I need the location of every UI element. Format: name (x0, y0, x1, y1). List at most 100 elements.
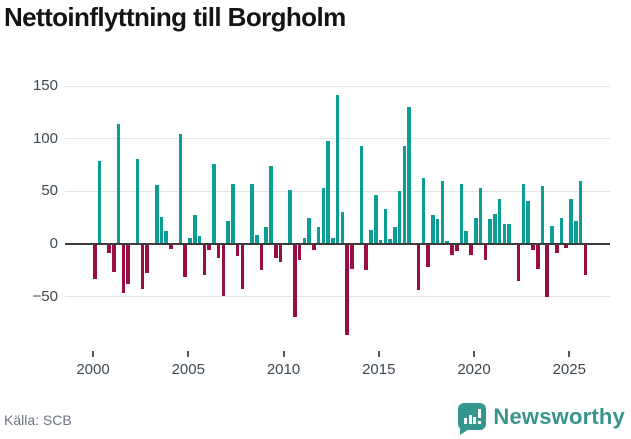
bar (235, 244, 240, 257)
bar (288, 189, 292, 244)
bar (574, 221, 578, 244)
bar (231, 183, 235, 244)
bar (326, 141, 330, 244)
bar (440, 181, 445, 244)
newsworthy-logo: Newsworthy (458, 403, 625, 435)
bar (273, 244, 278, 259)
bar (421, 178, 426, 244)
bar (578, 181, 583, 244)
bubble-tail (460, 429, 470, 435)
bar (316, 226, 321, 244)
bar (107, 244, 111, 253)
bar (302, 238, 307, 244)
bar (450, 244, 454, 256)
bar (393, 226, 397, 244)
bar (216, 244, 221, 259)
bar (145, 244, 149, 273)
bar (250, 183, 254, 244)
bar (526, 201, 530, 244)
mini-bar-icon (468, 415, 472, 424)
y-axis-tick-label: 150 (32, 77, 58, 95)
x-axis-tick (187, 351, 190, 357)
bar (307, 218, 311, 244)
bar (259, 244, 264, 270)
bar (454, 244, 459, 251)
bar (197, 236, 202, 244)
bar (159, 217, 164, 244)
bar (340, 211, 345, 244)
y-axis-tick-label: −50 (32, 287, 58, 305)
bar (164, 230, 169, 244)
bar (478, 187, 483, 244)
bar (188, 238, 192, 244)
bar (407, 106, 411, 244)
bar (569, 199, 573, 244)
bar (140, 244, 145, 289)
bar (183, 244, 188, 278)
bar (545, 244, 550, 298)
bar (178, 134, 183, 244)
x-axis-tick-label: 2005 (171, 361, 205, 378)
x-axis-tick-label: 2010 (266, 361, 301, 378)
bar (193, 215, 197, 244)
bar (464, 230, 469, 244)
bar (331, 238, 335, 244)
bar (554, 244, 559, 253)
bar (364, 244, 369, 270)
bar (116, 123, 121, 244)
bar (535, 244, 540, 269)
bar (493, 214, 497, 244)
bar (269, 165, 273, 244)
bar (297, 244, 302, 261)
bar (416, 244, 421, 290)
x-axis-tick (377, 351, 380, 357)
x-axis-tick (473, 351, 475, 357)
gridline (65, 296, 610, 298)
bar (388, 239, 392, 244)
bar (507, 223, 511, 244)
bar (254, 235, 259, 244)
bar (240, 244, 245, 289)
bar (383, 208, 388, 244)
bar (293, 244, 297, 318)
bar (359, 145, 364, 244)
bar (435, 219, 440, 244)
bar (469, 244, 473, 256)
exclamation-icon (477, 409, 481, 418)
bar (559, 218, 564, 244)
bar (445, 241, 450, 244)
bar (373, 195, 378, 244)
bar (369, 229, 373, 244)
plot-area: 150 100 50 0 −50 2000 2005 2010 2015 2020 2025 (32, 77, 610, 378)
bar (550, 225, 554, 244)
exclamation-dot-icon (477, 421, 481, 424)
bar (483, 244, 488, 261)
bar (97, 161, 102, 244)
x-axis-tick-label: 2015 (362, 361, 396, 378)
bar (112, 244, 116, 272)
brand-name: Newsworthy (493, 403, 625, 429)
bar (516, 244, 521, 282)
y-axis-tick-label: 0 (49, 235, 58, 252)
bar (93, 244, 97, 280)
bar (321, 187, 326, 244)
bar (207, 244, 211, 250)
bar (426, 244, 430, 267)
bar (531, 244, 535, 250)
bar (312, 244, 316, 250)
bar (564, 244, 569, 248)
bar (431, 215, 435, 244)
bar (135, 159, 140, 244)
bar (226, 221, 230, 244)
zero-axis-line (65, 242, 610, 245)
bar (345, 244, 349, 335)
bar (350, 244, 354, 269)
x-axis-tick (92, 351, 94, 357)
bar (212, 163, 216, 244)
x-axis-tick (282, 351, 285, 357)
bar (402, 145, 407, 244)
bar (121, 244, 126, 293)
bar (221, 244, 226, 297)
gridline (65, 85, 610, 87)
